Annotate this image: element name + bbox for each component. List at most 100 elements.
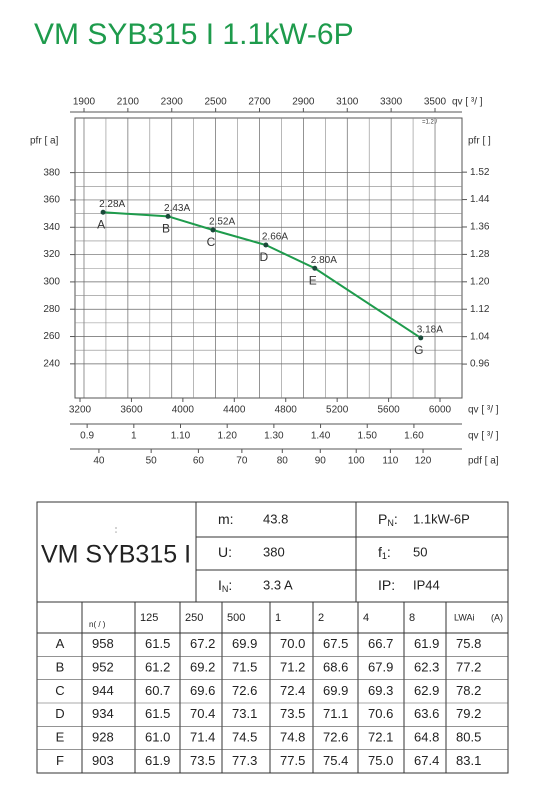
x-tick-label: 5200 (326, 405, 349, 416)
x-tick-label: 50 (146, 456, 158, 467)
spec-value: 3.3 A (263, 577, 293, 592)
table-header: LWAi (454, 612, 475, 622)
x-tick-label: 5600 (377, 405, 400, 416)
table-cell: 61.2 (145, 659, 170, 674)
table-cell: 67.4 (414, 753, 439, 768)
spec-label: f1: (378, 544, 391, 562)
x-tick-label: 90 (315, 456, 327, 467)
table-cell: 61.0 (145, 729, 170, 744)
table-cell: 70.4 (190, 706, 215, 721)
point-label: A (97, 217, 105, 231)
table-cell: 61.9 (414, 636, 439, 651)
spec-symbol: P (378, 511, 387, 527)
spec-separator: : (228, 577, 232, 593)
table-cell: 79.2 (456, 706, 481, 721)
x-tick-label: 1.10 (171, 431, 191, 442)
x-tick-label: 3200 (69, 405, 92, 416)
table-cell: 74.8 (280, 729, 305, 744)
spec-separator: : (387, 544, 391, 560)
operating-point (418, 335, 424, 341)
operating-point (263, 242, 269, 248)
spec-label: IN: (218, 577, 232, 595)
point-label: C (207, 235, 216, 249)
row-label: C (55, 683, 64, 698)
table-cell: 69.9 (232, 636, 257, 651)
table-cell: 66.7 (368, 636, 393, 651)
table-cell: 73.5 (280, 706, 305, 721)
x-tick-label: 60 (193, 456, 205, 467)
x-tick-label: 100 (348, 456, 365, 467)
spec-subscript: N (387, 518, 394, 528)
table-cell: 69.2 (190, 659, 215, 674)
spec-label: IP: (378, 577, 395, 593)
table-header: 2 (318, 612, 324, 624)
x-tick-label: 1900 (73, 97, 96, 108)
table-header: 4 (363, 612, 369, 624)
operating-point (165, 213, 171, 219)
table-cell: 69.3 (368, 683, 393, 698)
spec-symbol: U: (218, 544, 232, 560)
current-label: 2.80A (311, 255, 337, 266)
table-cell: 80.5 (456, 729, 481, 744)
x-tick-label: 40 (93, 456, 105, 467)
x-tick-label: 1.30 (264, 431, 284, 442)
spec-subscript: N (222, 584, 229, 594)
current-label: 2.52A (209, 217, 235, 228)
row-label: D (55, 706, 64, 721)
table-cell: 75.4 (323, 753, 348, 768)
y-tick-label: 360 (43, 195, 60, 206)
x-tick-label: 2700 (248, 97, 271, 108)
table-header: 250 (185, 612, 203, 624)
table-cell: 67.5 (323, 636, 348, 651)
x-tick-label: 1.40 (311, 431, 331, 442)
table-cell: 69.9 (323, 683, 348, 698)
spec-value: 1.1kW-6P (413, 511, 470, 526)
table-header: (A) (491, 612, 503, 622)
operating-point (100, 209, 106, 215)
y-tick-label: 240 (43, 358, 60, 369)
table-cell: 934 (92, 706, 114, 721)
x-tick-label: 3500 (424, 97, 447, 108)
table-cell: 71.5 (232, 659, 257, 674)
x-tick-label: 3600 (120, 405, 143, 416)
table-cell: 71.2 (280, 659, 305, 674)
x-axis-note: =1.2 / (422, 120, 438, 126)
table-cell: 73.5 (190, 753, 215, 768)
x-tick-label: 70 (236, 456, 248, 467)
x-tick-label: 1.50 (357, 431, 377, 442)
spec-label: m: (218, 511, 234, 527)
table-cell: 74.5 (232, 729, 257, 744)
table-cell: 64.8 (414, 729, 439, 744)
table-header: n( / ) (89, 620, 106, 629)
table-cell: 61.5 (145, 706, 170, 721)
table-cell: 62.9 (414, 683, 439, 698)
x-tick-label: 2500 (205, 97, 228, 108)
table-header: 8 (409, 612, 415, 624)
x-tick-label: 4000 (172, 405, 195, 416)
row-label: B (56, 659, 65, 674)
table-cell: 73.1 (232, 706, 257, 721)
table-cell: 944 (92, 683, 114, 698)
current-label: 2.66A (262, 232, 288, 243)
y2-tick-label: 1.20 (470, 276, 490, 287)
table-cell: 72.4 (280, 683, 305, 698)
y2-tick-label: 1.36 (470, 222, 490, 233)
y2-tick-label: 1.52 (470, 167, 490, 178)
spec-value: 380 (263, 544, 285, 559)
table-cell: 61.5 (145, 636, 170, 651)
x-tick-label: 110 (382, 456, 398, 467)
table-cell: 71.4 (190, 729, 215, 744)
point-label: B (162, 222, 170, 236)
spec-symbol: IP: (378, 577, 395, 593)
table-cell: 77.3 (232, 753, 257, 768)
y2-tick-label: 1.28 (470, 249, 490, 260)
spec-label: U: (218, 544, 232, 560)
x-tick-label: 6000 (429, 405, 452, 416)
y2-tick-label: 1.12 (470, 304, 490, 315)
x-tick-label: 4800 (275, 405, 298, 416)
y-tick-label: 340 (43, 222, 60, 233)
y-tick-label: 320 (43, 249, 60, 260)
y-tick-label: 280 (43, 304, 60, 315)
row-label: E (56, 729, 65, 744)
